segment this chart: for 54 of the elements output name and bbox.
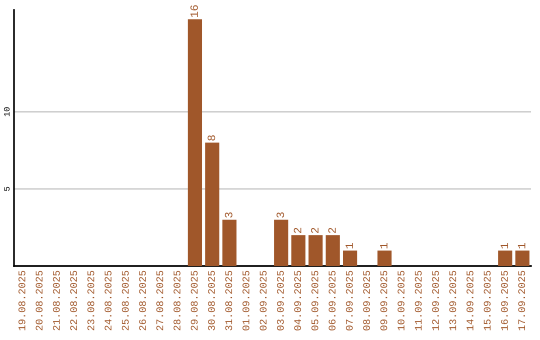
data-label: 1: [346, 243, 353, 248]
x-tick-label: 28.08.2025: [174, 270, 180, 330]
bar: [308, 235, 323, 266]
y-tick-label: 10: [4, 107, 10, 116]
bar: [188, 19, 202, 266]
data-label: 1: [380, 243, 388, 248]
y-tick-label: 5: [4, 186, 10, 191]
bar: [342, 250, 358, 266]
x-tick-label: 21.08.2025: [52, 270, 60, 330]
data-label: 2: [294, 228, 302, 233]
data-label: 8: [208, 135, 216, 141]
x-tick-label: 26.08.2025: [139, 270, 146, 330]
x-tick-label: 20.08.2025: [36, 270, 43, 330]
x-tick-label: 16.09.2025: [500, 270, 508, 330]
x-tick-label: 07.09.2025: [346, 270, 353, 330]
bar: [326, 235, 340, 266]
x-tick-label: 22.08.2025: [70, 270, 78, 330]
x-tick-label: 15.09.2025: [484, 270, 491, 330]
x-tick-label: 05.09.2025: [311, 270, 318, 330]
data-label: 3: [224, 212, 232, 218]
x-tick-label: 06.09.2025: [328, 270, 336, 330]
x-tick-label: 08.09.2025: [363, 270, 370, 330]
data-label: 16: [190, 5, 198, 18]
x-tick-label: 14.09.2025: [466, 270, 474, 330]
bar: [222, 220, 236, 266]
x-tick-label: 27.08.2025: [156, 270, 164, 330]
data-label: 1: [500, 243, 508, 248]
x-tick-label: 12.09.2025: [432, 270, 439, 330]
bar: [498, 250, 512, 266]
x-tick-label: 04.09.2025: [294, 270, 302, 330]
data-label: 2: [311, 228, 318, 233]
x-tick-label: 02.09.2025: [260, 270, 267, 330]
x-tick-label: 24.08.2025: [104, 270, 112, 330]
x-tick-label: 23.08.2025: [87, 270, 94, 330]
bar: [515, 250, 530, 266]
x-tick-label: 03.09.2025: [276, 270, 284, 330]
bar: [377, 250, 392, 266]
data-label: 1: [518, 243, 526, 248]
x-tick-label: 10.09.2025: [398, 270, 404, 330]
data-label: 3: [276, 212, 284, 218]
x-tick-label: 30.08.2025: [208, 270, 215, 330]
data-label: 2: [328, 228, 336, 233]
x-tick-label: 13.09.2025: [449, 270, 456, 330]
x-tick-label: 01.09.2025: [242, 270, 250, 330]
x-tick-label: 17.09.2025: [518, 270, 526, 330]
x-tick-label: 19.08.2025: [18, 270, 26, 330]
x-tick-label: 29.08.2025: [190, 270, 198, 330]
bar: [274, 220, 288, 266]
bar: [291, 235, 306, 266]
x-tick-label: 09.09.2025: [380, 270, 388, 330]
bar: [205, 142, 220, 266]
x-tick-label: 25.08.2025: [122, 270, 129, 330]
x-tick-label: 31.08.2025: [225, 270, 232, 330]
x-tick-label: 11.09.2025: [414, 270, 422, 330]
